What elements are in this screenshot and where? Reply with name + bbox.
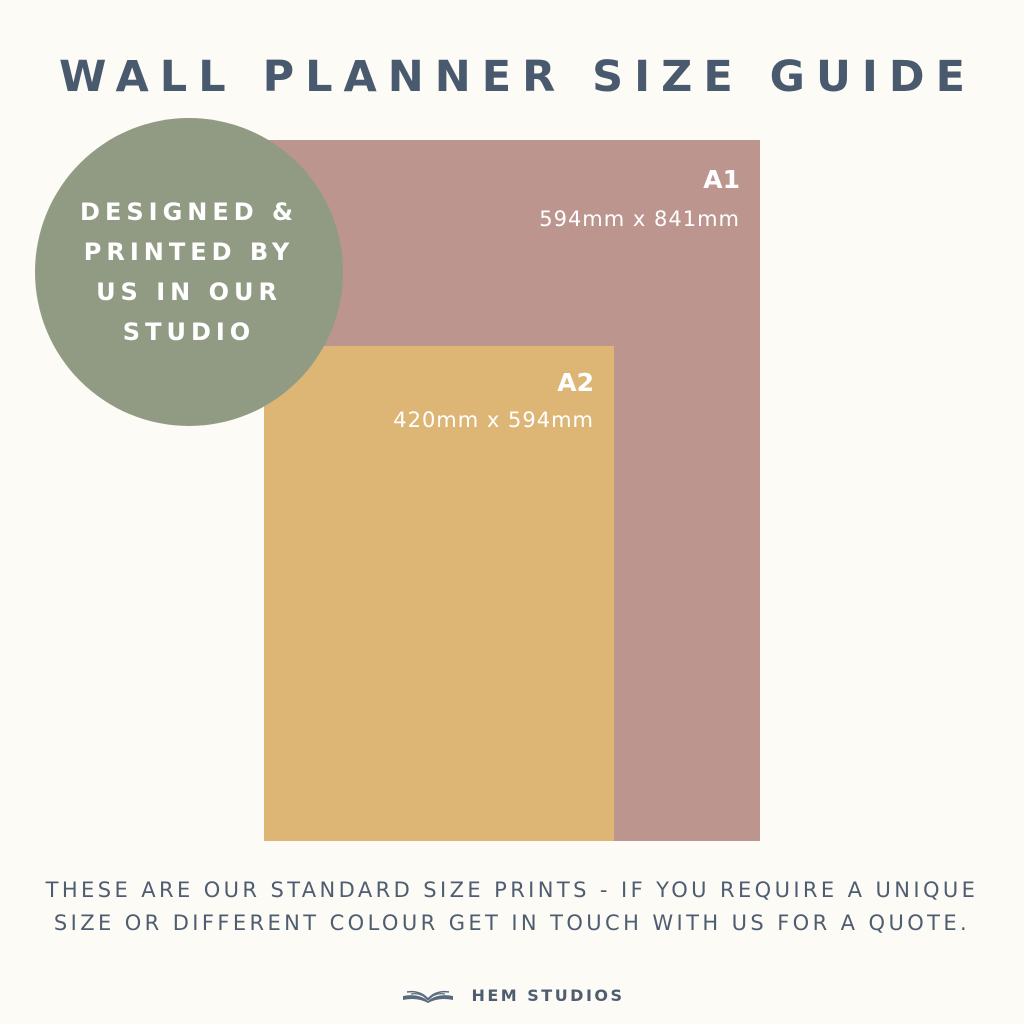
footer-note: THESE ARE OUR STANDARD SIZE PRINTS - IF … [45,878,979,935]
a2-size-dimensions: 420mm x 594mm [393,408,594,432]
open-book-icon [403,990,454,1003]
brand-signature: HEM STUDIOS [0,986,1024,1005]
a2-size-label: A2 [557,368,594,397]
a1-size-label: A1 [703,165,740,194]
studio-badge: DESIGNED & PRINTED BY US IN OUR STUDIO [35,118,343,426]
page-title: WALL PLANNER SIZE GUIDE [59,52,976,102]
a1-size-dimensions: 594mm x 841mm [539,207,740,231]
a2-size-rectangle: A2 420mm x 594mm [264,346,614,841]
badge-text: DESIGNED & PRINTED BY US IN OUR STUDIO [80,198,298,346]
brand-name: HEM STUDIOS [471,986,625,1005]
